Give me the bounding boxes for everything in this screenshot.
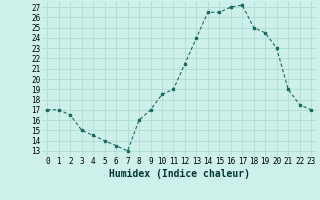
X-axis label: Humidex (Indice chaleur): Humidex (Indice chaleur) — [109, 169, 250, 179]
